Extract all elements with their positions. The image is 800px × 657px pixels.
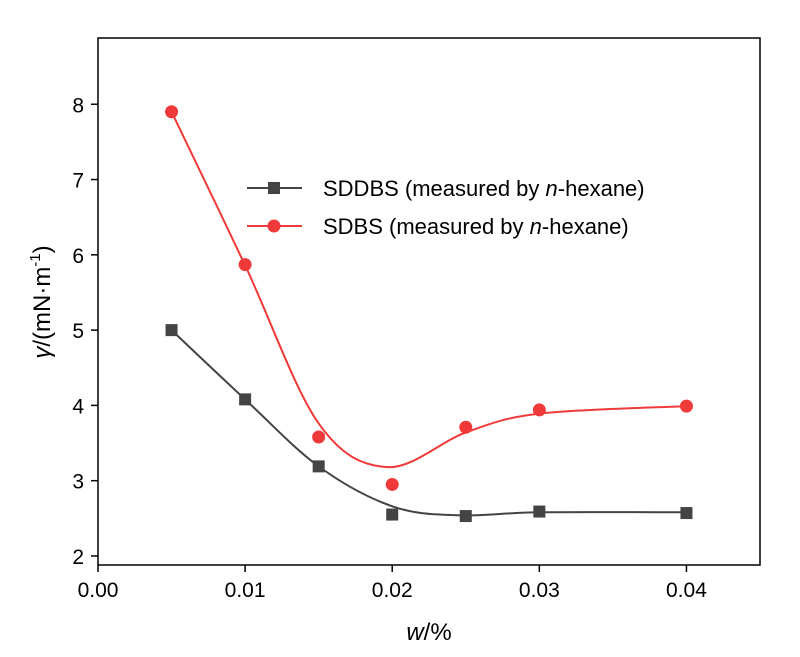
data-point-square xyxy=(165,324,178,337)
y-tick-label: 4 xyxy=(72,395,84,418)
x-tick-label: 0.01 xyxy=(225,579,266,602)
y-axis-label: γ/(mN·m-1) xyxy=(27,245,56,358)
data-point-circle xyxy=(165,105,179,119)
y-tick-label: 2 xyxy=(72,546,84,569)
legend-item-sddbs: SDDBS (measured by n-hexane) xyxy=(247,176,645,201)
data-point-circle xyxy=(312,430,326,444)
legend-label-sdbs: SDBS (measured by n-hexane) xyxy=(323,214,629,239)
x-tick-label: 0.04 xyxy=(666,579,707,602)
data-point-circle xyxy=(385,477,399,491)
data-point-square xyxy=(386,508,399,521)
legend-label-sddbs: SDDBS (measured by n-hexane) xyxy=(323,176,645,201)
data-point-square xyxy=(459,510,472,523)
y-tick-label: 7 xyxy=(72,170,84,193)
legend-marker-square xyxy=(268,182,280,194)
y-tick-label: 5 xyxy=(72,320,84,343)
data-point-circle xyxy=(459,420,473,434)
x-tick-label: 0.03 xyxy=(519,579,560,602)
data-point-circle xyxy=(238,258,252,272)
data-point-circle xyxy=(532,403,546,417)
data-point-circle xyxy=(679,399,693,413)
data-point-square xyxy=(680,507,693,520)
plot-frame xyxy=(97,37,761,566)
legend-item-sdbs: SDBS (measured by n-hexane) xyxy=(247,214,629,239)
x-tick-label: 0.00 xyxy=(78,579,119,602)
x-tick-label: 0.02 xyxy=(372,579,413,602)
data-point-square xyxy=(312,460,325,473)
x-axis-label: w/% xyxy=(406,619,451,646)
data-point-square xyxy=(533,505,546,518)
y-tick-label: 6 xyxy=(72,245,84,268)
data-point-square xyxy=(239,393,252,406)
legend: SDDBS (measured by n-hexane) SDBS (measu… xyxy=(247,176,645,239)
y-tick-label: 8 xyxy=(72,94,84,117)
legend-marker-circle xyxy=(267,219,281,233)
fit-curve-1 xyxy=(170,111,687,469)
fit-curve-0 xyxy=(170,329,687,517)
y-tick-label: 3 xyxy=(72,471,84,494)
